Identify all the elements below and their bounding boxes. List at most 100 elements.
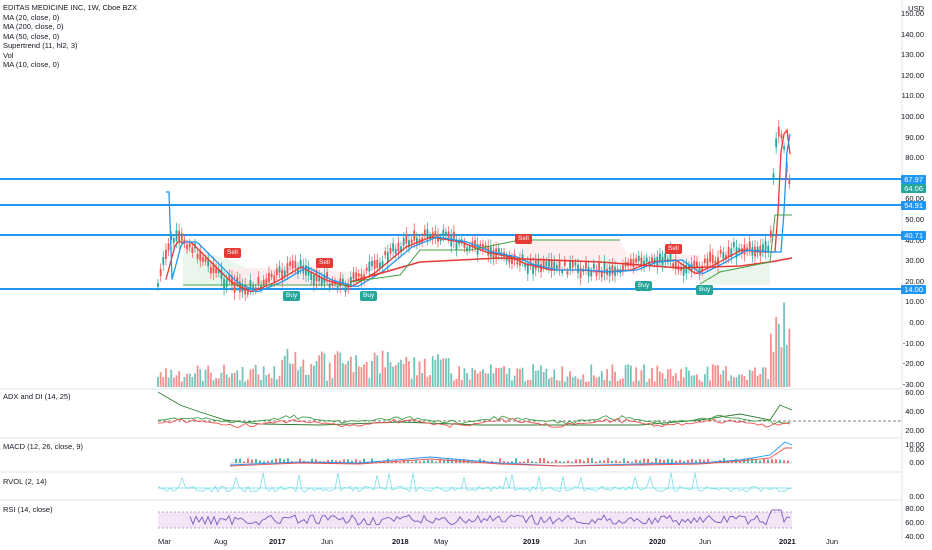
volume-bar (360, 367, 363, 387)
rsi-pane-title[interactable]: RSI (14, close) (3, 505, 53, 514)
volume-bar (513, 375, 516, 387)
candle (672, 263, 675, 267)
indicator-supertrend-label[interactable]: Supertrend (11, hl2, 3) (3, 41, 78, 50)
volume-bar (558, 380, 561, 387)
volume-bar (632, 381, 635, 387)
volume-bar (299, 366, 302, 387)
indicator-ma10-label[interactable]: MA (10, close, 0) (3, 60, 60, 69)
volume-bar (312, 365, 315, 387)
volume-bar (363, 364, 365, 387)
volume-bar (516, 368, 519, 387)
candle (349, 276, 352, 285)
volume-bar (690, 375, 693, 387)
volume-bar (334, 354, 336, 387)
volume-bar (252, 368, 254, 387)
macd-histogram (419, 461, 421, 463)
indicator-ma200-label[interactable]: MA (200, close, 0) (3, 22, 64, 31)
macd-histogram (739, 461, 741, 463)
rvol-pane-title[interactable]: RVOL (2, 14) (3, 477, 47, 486)
volume-bar (336, 351, 339, 387)
macd-histogram (415, 459, 417, 463)
macd-histogram (599, 460, 601, 463)
volume-bar (553, 369, 556, 387)
volume-bar (386, 351, 389, 387)
ma20-line (166, 133, 791, 293)
supertrend-fill (520, 240, 630, 262)
macd-histogram (523, 461, 525, 463)
candle (555, 265, 558, 269)
candle (769, 230, 772, 238)
indicator-volume-label[interactable]: Vol (3, 50, 14, 60)
volume-bar (389, 362, 392, 387)
volume-bar (217, 378, 220, 387)
volume-bar (400, 359, 402, 387)
candle (643, 260, 645, 267)
volume-bar (714, 365, 717, 387)
volume-bar (526, 379, 529, 387)
volume-bar (489, 364, 492, 387)
macd-histogram (435, 461, 437, 463)
price-axis-tick: 50.00 (905, 215, 924, 224)
candle (756, 246, 759, 254)
candle (159, 269, 162, 277)
macd-histogram (563, 461, 565, 463)
candle (519, 258, 521, 266)
volume-bar (159, 372, 162, 387)
macd-histogram (587, 458, 589, 463)
volume-bar (254, 364, 257, 387)
volume-bar (310, 363, 313, 387)
volume-bar (769, 333, 772, 387)
indicator-ma20-label[interactable]: MA (20, close, 0) (3, 12, 60, 22)
candle (283, 270, 286, 276)
volume-bar (241, 367, 244, 387)
macd-histogram (339, 460, 341, 463)
macd-histogram (287, 458, 289, 463)
volume-bar (476, 373, 479, 387)
volume-bar (204, 369, 207, 387)
volume-bar (566, 376, 569, 387)
candle (452, 231, 455, 242)
symbol-title[interactable]: EDITAS MEDICINE INC, 1W, Cboe BZX (3, 3, 138, 12)
indicator-ma50-label[interactable]: MA (50, close, 0) (3, 31, 60, 41)
candle (653, 258, 656, 263)
volume-bar (294, 352, 297, 387)
di-minus-line (157, 417, 791, 429)
macd-axis-tick: 10.00 (905, 440, 924, 449)
volume-bar (497, 368, 500, 387)
macd-histogram (463, 458, 465, 463)
volume-bar (426, 376, 429, 387)
volume-bar (759, 373, 762, 387)
macd-histogram (427, 460, 429, 463)
volume-bar (236, 370, 239, 387)
candle (281, 269, 284, 281)
volume-bar (291, 363, 294, 387)
volume-bar (344, 364, 347, 387)
price-axis-tick: 80.00 (905, 153, 924, 163)
candle (579, 267, 582, 278)
candle (722, 252, 725, 259)
candle (738, 247, 741, 253)
candle (455, 241, 458, 251)
candle (640, 257, 643, 266)
candle (379, 262, 381, 269)
candle (651, 257, 653, 262)
volume-bar (162, 376, 165, 387)
price-axis-tick: 60.00 (905, 194, 924, 204)
macd-pane-title[interactable]: MACD (12, 26, close, 9) (3, 442, 84, 451)
volume-bar (748, 370, 751, 387)
volume-bar (524, 381, 527, 387)
volume-bar (579, 379, 582, 387)
sell-signal: Sell (665, 244, 682, 254)
sell-signal: Sell (224, 248, 241, 258)
candle (725, 255, 727, 260)
macd-histogram (327, 459, 329, 463)
volume-bar (740, 374, 743, 387)
macd-histogram (335, 460, 337, 463)
volume-bar (624, 365, 627, 387)
candle (434, 231, 437, 239)
macd-histogram (631, 461, 633, 463)
candle (357, 273, 360, 277)
adx-pane-title[interactable]: ADX and DI (14, 25) (3, 392, 71, 401)
macd-histogram (699, 459, 701, 463)
